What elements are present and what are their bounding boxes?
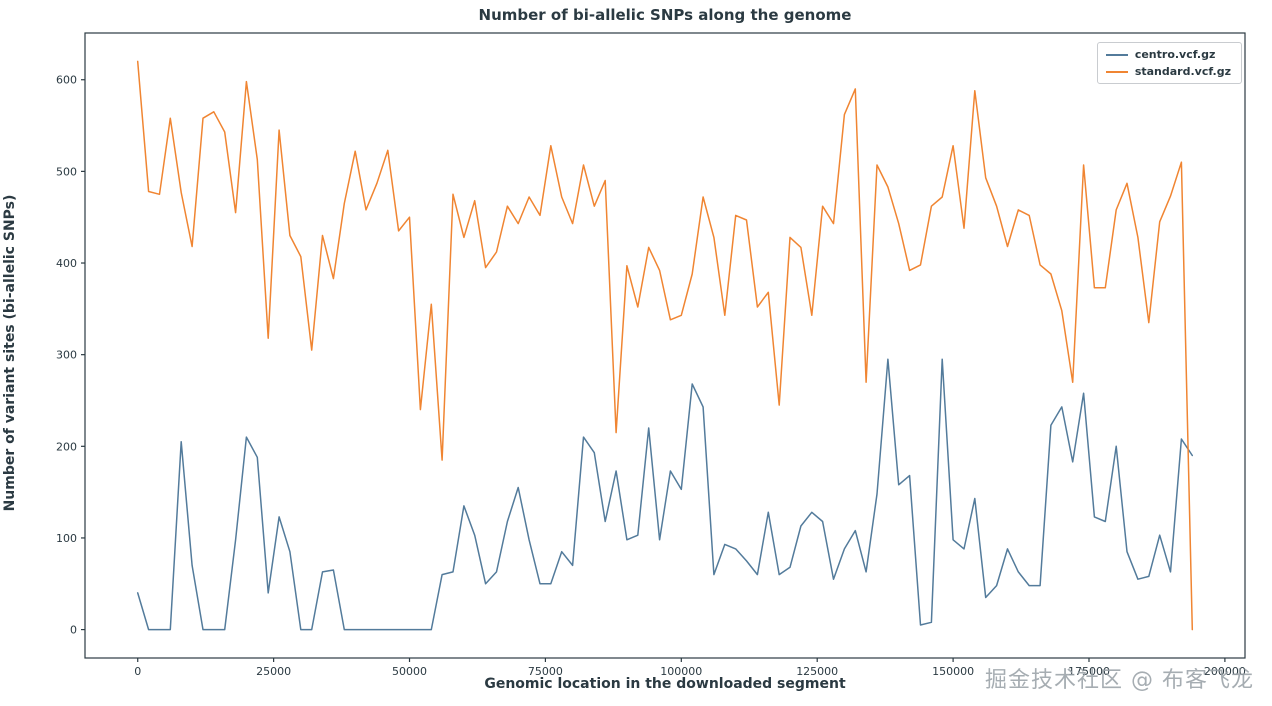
x-tick-label: 200000 — [1204, 665, 1246, 678]
x-tick-label: 175000 — [1068, 665, 1110, 678]
y-tick-label: 300 — [56, 349, 77, 362]
legend-line-standard-icon — [1105, 70, 1128, 73]
y-tick-label: 100 — [56, 532, 77, 545]
watermark: 掘金技术社区 @ 布客飞龙 — [985, 668, 1254, 693]
legend: centro.vcf.gz standard.vcf.gz — [1096, 42, 1242, 84]
x-tick-label: 100000 — [660, 665, 702, 678]
x-tick-label: 25000 — [256, 665, 291, 678]
x-tick-label: 150000 — [932, 665, 974, 678]
series-line-0 — [136, 358, 1194, 631]
series-line-1 — [136, 60, 1194, 631]
y-tick-label: 600 — [56, 74, 77, 87]
y-axis-label: Number of variant sites (bi-allelic SNPs… — [2, 194, 18, 512]
legend-label-standard: standard.vcf.gz — [1134, 65, 1231, 78]
y-tick-label: 200 — [56, 440, 77, 453]
x-tick-label: 50000 — [392, 665, 427, 678]
axes-frame — [84, 32, 1246, 659]
y-tick-label: 0 — [70, 624, 77, 637]
legend-label-centro: centro.vcf.gz — [1134, 48, 1216, 61]
x-tick-label: 125000 — [796, 665, 838, 678]
chart-title: Number of bi-allelic SNPs along the geno… — [478, 6, 852, 24]
y-tick-label: 400 — [56, 257, 77, 270]
legend-item-standard: standard.vcf.gz — [1105, 65, 1231, 78]
x-axis-label: Genomic location in the downloaded segme… — [484, 676, 846, 692]
y-tick-label: 500 — [56, 165, 77, 178]
x-tick-label: 0 — [134, 665, 141, 678]
x-tick-label: 75000 — [528, 665, 563, 678]
legend-item-centro: centro.vcf.gz — [1105, 48, 1231, 61]
legend-line-centro-icon — [1105, 53, 1128, 56]
